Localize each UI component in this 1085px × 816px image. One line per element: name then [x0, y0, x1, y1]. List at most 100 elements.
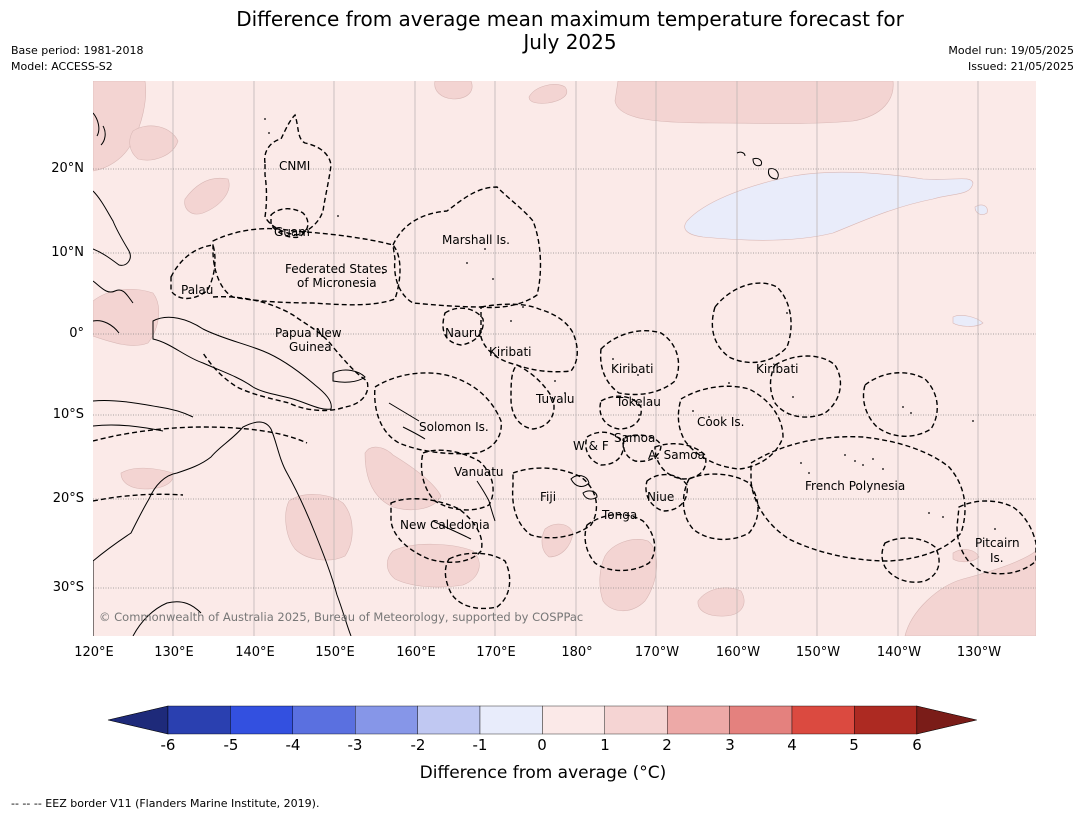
model-info: Base period: 1981-2018 Model: ACCESS-S2: [11, 43, 143, 75]
title-line-2: July 2025: [523, 30, 617, 54]
coast-asia-islands: [93, 112, 131, 266]
zone-1-to-2: [364, 446, 442, 510]
lat-label-20s: 20°S: [52, 491, 84, 506]
colorbar-segment: [604, 705, 668, 735]
coast-australia-south: [132, 601, 202, 636]
zone-1-to-2: [434, 81, 473, 100]
lon-label-140e: 140°E: [235, 645, 275, 660]
colorbar-tick: -6: [160, 736, 176, 754]
label-png-2: Guinea: [289, 340, 332, 354]
zone-1-to-2: [541, 523, 574, 558]
lat-label-0: 0°: [69, 326, 84, 341]
label-kiribati-central: Kiribati: [611, 362, 653, 376]
zone-1-to-2: [120, 467, 174, 490]
eez-australia-east: [93, 426, 308, 502]
colorbar-segment: [417, 705, 481, 735]
label-png-1: Papua New: [275, 326, 342, 340]
zone-1-to-2: [697, 587, 745, 617]
eez-marshall: [392, 186, 542, 309]
colorbar-tick: 3: [725, 736, 735, 754]
lon-label-120e: 120°E: [74, 645, 114, 660]
colorbar-label: Difference from average (°C): [419, 763, 667, 783]
eez-palau: [170, 244, 216, 300]
eez-asamoa: [654, 443, 707, 480]
eez-marquesas: [862, 372, 938, 437]
label-pitcairn-1: Pitcairn: [975, 536, 1020, 550]
eez-french-polynesia: [750, 436, 966, 562]
anomaly-zones: [93, 81, 1036, 636]
graticule: [93, 81, 1036, 636]
label-kiribati-west: Kiribati: [489, 345, 531, 359]
colorbar-segment: [354, 705, 418, 735]
coast-australia: [93, 421, 352, 636]
eez-borders: [93, 113, 1036, 610]
label-tuvalu: Tuvalu: [535, 392, 575, 406]
label-niue: Niue: [647, 490, 674, 504]
label-french-polynesia: French Polynesia: [805, 479, 905, 493]
colorbar-segment: [542, 705, 605, 735]
issued-date: Issued: 21/05/2025: [967, 60, 1074, 73]
eez-cook-south: [682, 473, 759, 540]
model-name: Model: ACCESS-S2: [11, 60, 113, 73]
lon-label-180: 180°: [561, 645, 593, 660]
base-period: Base period: 1981-2018: [11, 44, 144, 57]
label-fsm-2: of Micronesia: [297, 276, 377, 290]
label-vanuatu: Vanuatu: [454, 465, 504, 479]
zone-1-to-2: [285, 494, 353, 561]
lon-label-160e: 160°E: [396, 645, 436, 660]
lon-label-130w: 130°W: [956, 645, 1002, 660]
lat-label-20n: 20°N: [51, 161, 84, 176]
coast-philippines-south: [93, 280, 134, 334]
colorbar: [105, 700, 985, 745]
colorbar-tick: 5: [849, 736, 859, 754]
eez-tonga: [584, 514, 656, 572]
colorbar-segment: [230, 705, 294, 735]
eez-png: [202, 295, 369, 412]
model-run: Model run: 19/05/2025: [948, 44, 1074, 57]
coastlines: [93, 112, 779, 636]
eez-new-caledonia: [390, 498, 483, 563]
coast-hawaii: [736, 151, 779, 180]
colorbar-tick: 0: [537, 736, 547, 754]
zone-minus1-to-0: [684, 172, 974, 241]
eez-samoa: [622, 434, 662, 463]
title-line-1: Difference from average mean maximum tem…: [236, 7, 904, 31]
forecast-map[interactable]: CNMI Guam Marshall Is. Federated States …: [93, 81, 1036, 636]
eez-cnmi-guam: [264, 113, 332, 236]
eez-pitcairn: [956, 500, 1036, 575]
map-svg: CNMI Guam Marshall Is. Federated States …: [93, 81, 1036, 636]
eez-legend-note: -- -- -- EEZ border V11 (Flanders Marine…: [11, 797, 320, 810]
label-solomon: Solomon Is.: [419, 420, 489, 434]
eez-vanuatu: [420, 449, 494, 511]
coast-vanuatu: [476, 480, 496, 522]
zone-minus1-to-0: [952, 315, 984, 327]
zone-1-to-2: [386, 543, 480, 588]
zone-1-to-2: [904, 550, 1036, 636]
label-tokelau: Tokelau: [615, 395, 661, 409]
colorbar-segment: [791, 705, 855, 735]
eez-kiribati-east-2: [769, 355, 842, 418]
colorbar-tick: -3: [347, 736, 363, 754]
label-guam: Guam: [274, 225, 310, 239]
label-cook: Cook Is.: [697, 415, 744, 429]
eez-nauru: [442, 307, 484, 346]
lon-label-140w: 140°W: [876, 645, 922, 660]
lon-label-150e: 150°E: [315, 645, 355, 660]
zone-1-to-2: [93, 288, 160, 346]
lon-label-160w: 160°W: [715, 645, 761, 660]
eez-kiribati-east: [711, 282, 792, 364]
colorbar-tick: 1: [600, 736, 610, 754]
colorbar-tick: -5: [223, 736, 239, 754]
colorbar-tick: -4: [285, 736, 301, 754]
colorbar-tick: 6: [912, 736, 922, 754]
eez-cook: [677, 385, 784, 470]
coast-new-britain: [332, 369, 366, 383]
island-dots: [264, 118, 996, 530]
zone-1-to-2: [129, 125, 179, 161]
colorbar-segment: [292, 705, 356, 735]
label-tonga: Tonga: [601, 508, 637, 522]
eez-fiji: [511, 467, 598, 539]
eez-kiribati-central: [599, 330, 680, 396]
label-kiribati-east: Kiribati: [756, 362, 798, 376]
lat-label-10s: 10°S: [52, 407, 84, 422]
